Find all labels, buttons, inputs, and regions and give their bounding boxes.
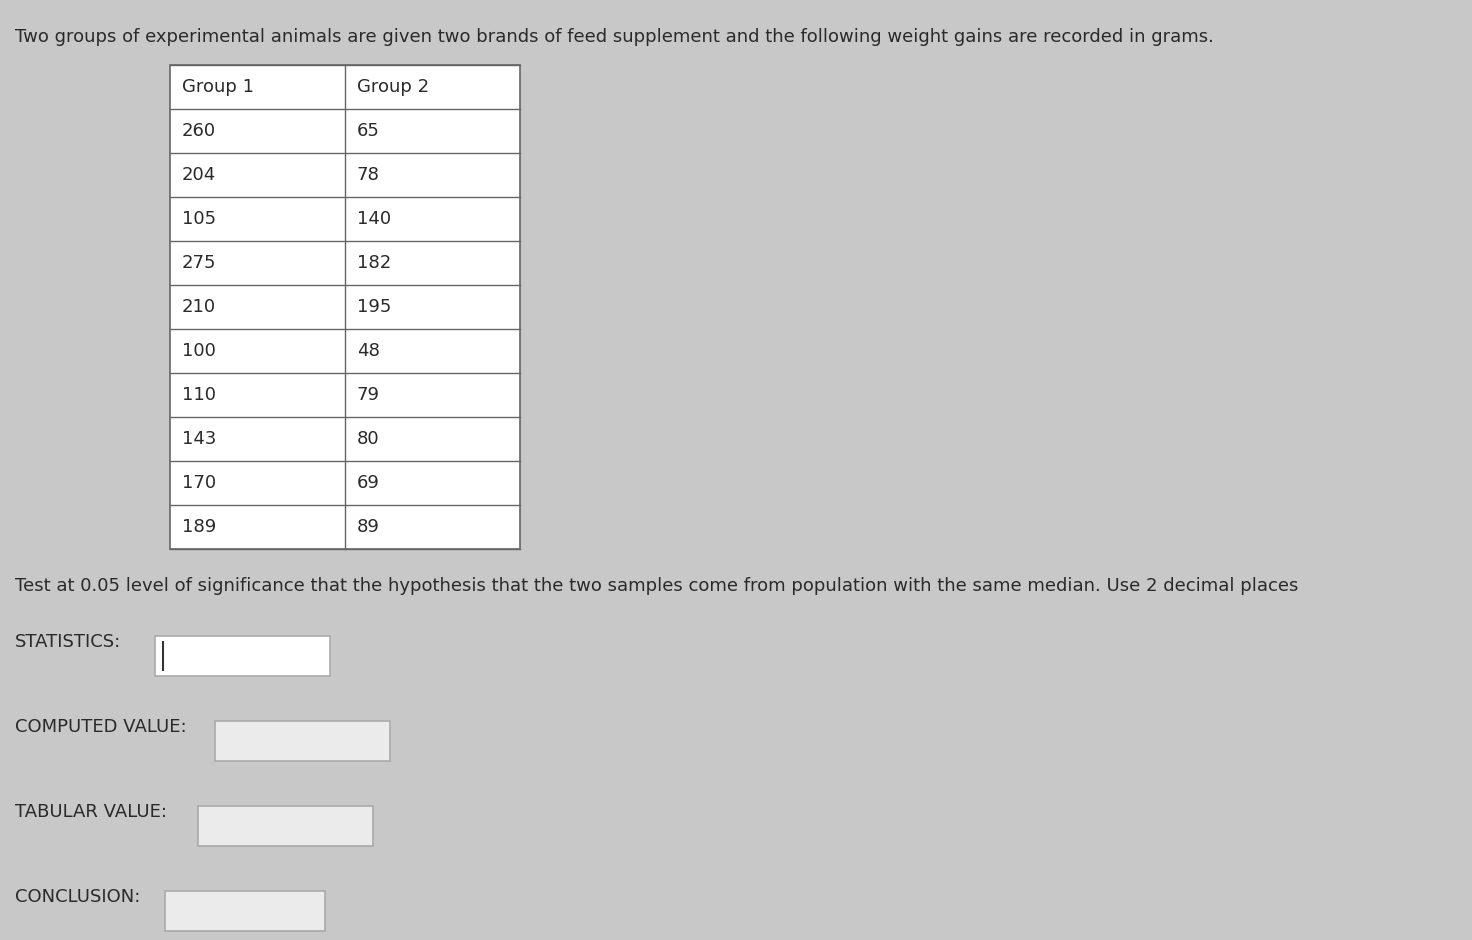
Text: 89: 89 — [358, 518, 380, 536]
Bar — [215, 721, 390, 761]
Text: 100: 100 — [183, 342, 216, 360]
Text: 140: 140 — [358, 210, 392, 228]
Text: Group 2: Group 2 — [358, 78, 430, 96]
Text: 105: 105 — [183, 210, 216, 228]
Text: 195: 195 — [358, 298, 392, 316]
Text: 80: 80 — [358, 430, 380, 448]
Text: 182: 182 — [358, 254, 392, 272]
Text: 143: 143 — [183, 430, 216, 448]
Text: 69: 69 — [358, 474, 380, 492]
Text: STATISTICS:: STATISTICS: — [15, 633, 121, 651]
Text: 204: 204 — [183, 166, 216, 184]
Bar — [169, 65, 520, 549]
Text: 79: 79 — [358, 386, 380, 404]
Text: 78: 78 — [358, 166, 380, 184]
Text: 110: 110 — [183, 386, 216, 404]
Bar — [199, 806, 372, 846]
Text: CONCLUSION:: CONCLUSION: — [15, 888, 140, 906]
Text: Group 1: Group 1 — [183, 78, 255, 96]
Text: 260: 260 — [183, 122, 216, 140]
Text: 65: 65 — [358, 122, 380, 140]
Bar — [165, 891, 325, 931]
Text: 170: 170 — [183, 474, 216, 492]
Text: 275: 275 — [183, 254, 216, 272]
Text: 210: 210 — [183, 298, 216, 316]
Text: 189: 189 — [183, 518, 216, 536]
Text: Test at 0.05 level of significance that the hypothesis that the two samples come: Test at 0.05 level of significance that … — [15, 577, 1298, 595]
Text: Two groups of experimental animals are given two brands of feed supplement and t: Two groups of experimental animals are g… — [15, 28, 1214, 46]
Text: TABULAR VALUE:: TABULAR VALUE: — [15, 803, 166, 821]
Bar — [155, 636, 330, 676]
Text: 48: 48 — [358, 342, 380, 360]
Text: COMPUTED VALUE:: COMPUTED VALUE: — [15, 718, 187, 736]
